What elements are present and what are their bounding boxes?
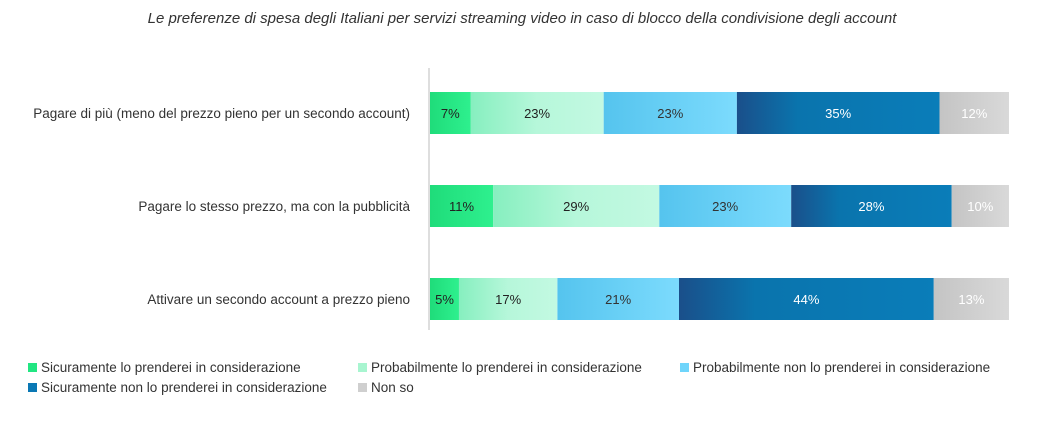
bar-probabilmente-non-lo-prenderei-in-considerazione-row-2 [659, 185, 792, 227]
data-label-sicuramente-non-lo-prenderei-in-considerazione-row-1: 35% [825, 106, 851, 121]
category-label-2: Pagare lo stesso prezzo, ma con la pubbl… [138, 199, 410, 214]
bar-sicuramente-lo-prenderei-in-considerazione-row-2 [430, 185, 494, 227]
legend-item-sicuramente-lo-prenderei-in-considerazione: Sicuramente lo prenderei in considerazio… [28, 360, 301, 375]
legend-swatch [358, 363, 367, 372]
bar-probabilmente-lo-prenderei-in-considerazione-row-3 [458, 278, 558, 320]
bar-sicuramente-non-lo-prenderei-in-considerazione-row-3 [679, 278, 934, 320]
legend-swatch [28, 383, 37, 392]
legend-item-probabilmente-non-lo-prenderei-in-considerazione: Probabilmente non lo prenderei in consid… [680, 360, 990, 375]
data-label-non-so-row-2: 10% [967, 199, 993, 214]
bar-probabilmente-non-lo-prenderei-in-considerazione-row-1 [603, 92, 737, 134]
bar-non-so-row-2 [951, 185, 1009, 227]
data-label-non-so-row-3: 13% [958, 292, 984, 307]
bar-sicuramente-lo-prenderei-in-considerazione-row-3 [430, 278, 459, 320]
legend-label: Probabilmente non lo prenderei in consid… [693, 360, 991, 375]
data-label-probabilmente-lo-prenderei-in-considerazione-row-3: 17% [495, 292, 521, 307]
data-label-probabilmente-non-lo-prenderei-in-considerazione-row-2: 23% [712, 199, 738, 214]
legend-item-probabilmente-lo-prenderei-in-considerazione: Probabilmente lo prenderei in consideraz… [358, 360, 642, 375]
bars-group: 7% 23% 23% 35% 12% 11% 29% 23% 28% 10% 5% 17% 21% 44%… [430, 92, 1009, 320]
legend-swatch [358, 383, 367, 392]
bar-non-so-row-1 [939, 92, 1009, 134]
data-label-sicuramente-lo-prenderei-in-considerazione-row-3: 5% [435, 292, 454, 307]
category-label-3: Attivare un secondo account a prezzo pie… [147, 292, 410, 307]
bar-non-so-row-3 [933, 278, 1009, 320]
legend-swatch [680, 363, 689, 372]
bar-probabilmente-lo-prenderei-in-considerazione-row-1 [470, 92, 604, 134]
data-label-sicuramente-non-lo-prenderei-in-considerazione-row-3: 44% [793, 292, 819, 307]
data-label-sicuramente-non-lo-prenderei-in-considerazione-row-2: 28% [858, 199, 884, 214]
bar-sicuramente-non-lo-prenderei-in-considerazione-row-1 [736, 92, 940, 134]
data-label-sicuramente-lo-prenderei-in-considerazione-row-2: 11% [449, 199, 474, 214]
category-labels: Pagare di più (meno del prezzo pieno per… [33, 106, 410, 307]
data-label-probabilmente-lo-prenderei-in-considerazione-row-2: 29% [563, 199, 589, 214]
bar-sicuramente-lo-prenderei-in-considerazione-row-1 [430, 92, 471, 134]
data-label-probabilmente-non-lo-prenderei-in-considerazione-row-1: 23% [657, 106, 683, 121]
legend-label: Probabilmente lo prenderei in consideraz… [371, 360, 642, 375]
data-label-sicuramente-lo-prenderei-in-considerazione-row-1: 7% [441, 106, 460, 121]
legend-label: Sicuramente lo prenderei in considerazio… [41, 360, 301, 375]
data-label-non-so-row-1: 12% [961, 106, 987, 121]
legend-item-non-so: Non so [358, 380, 414, 395]
legend-label: Sicuramente non lo prenderei in consider… [41, 380, 327, 395]
data-label-probabilmente-non-lo-prenderei-in-considerazione-row-3: 21% [605, 292, 631, 307]
bar-probabilmente-lo-prenderei-in-considerazione-row-2 [493, 185, 660, 227]
legend-label: Non so [371, 380, 414, 395]
data-label-probabilmente-lo-prenderei-in-considerazione-row-1: 23% [524, 106, 550, 121]
chart-title: Le preferenze di spesa degli Italiani pe… [147, 10, 897, 27]
legend-swatch [28, 363, 37, 372]
bar-sicuramente-non-lo-prenderei-in-considerazione-row-2 [791, 185, 952, 227]
bar-probabilmente-non-lo-prenderei-in-considerazione-row-3 [557, 278, 679, 320]
legend-item-sicuramente-non-lo-prenderei-in-considerazione: Sicuramente non lo prenderei in consider… [28, 380, 327, 395]
category-label-1: Pagare di più (meno del prezzo pieno per… [33, 106, 410, 121]
